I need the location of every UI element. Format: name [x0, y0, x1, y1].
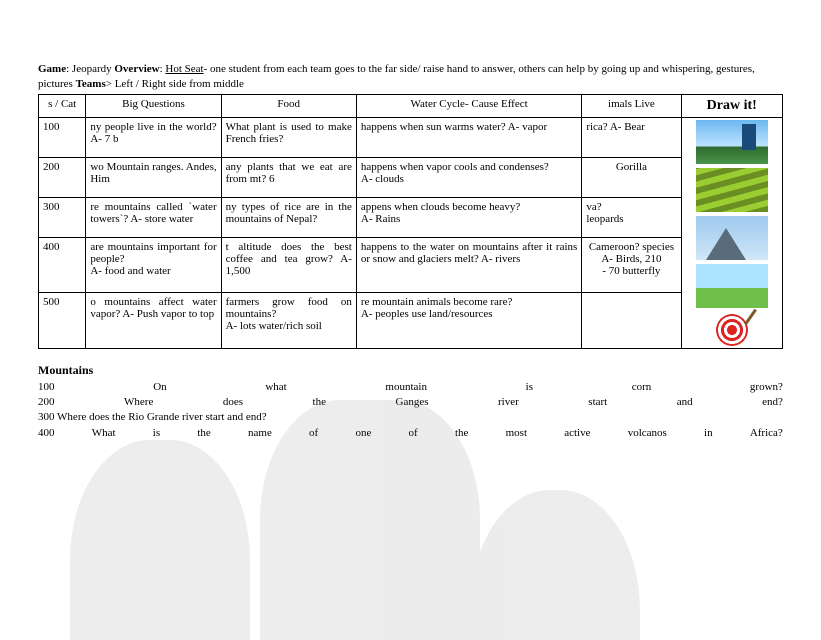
cell-water-cycle: appens when clouds become heavy? A- Rain…: [356, 197, 581, 237]
mountains-word: Where: [124, 395, 153, 410]
mountains-word: does: [223, 395, 243, 410]
mountains-word: grown?: [750, 380, 783, 395]
mountains-word: start: [588, 395, 607, 410]
mountains-word: of: [309, 426, 318, 441]
mountains-word: end?: [762, 395, 783, 410]
mountains-word: active: [564, 426, 590, 441]
header-big-questions: Big Questions: [86, 94, 221, 117]
header-water-cycle: Water Cycle- Cause Effect: [356, 94, 581, 117]
cell-points: 400: [39, 237, 86, 292]
mountains-section: Mountains 100Onwhatmountainiscorngrown? …: [38, 363, 783, 442]
cell-food: farmers grow food on mountains? A- lots …: [221, 293, 356, 349]
cell-draw-it: [681, 117, 782, 348]
mountains-line: 200 Where does the Ganges river start and end?: [38, 395, 783, 410]
mountains-word: of: [409, 426, 418, 441]
hotseat-label: Hot Seat: [165, 63, 203, 75]
mountains-word: is: [153, 426, 160, 441]
mountains-word: what: [265, 380, 286, 395]
draw-thumb-icon: [696, 264, 768, 308]
mountains-word: the: [197, 426, 210, 441]
mountains-word: one: [355, 426, 371, 441]
table-header-row: s / Cat Big Questions Food Water Cycle- …: [39, 94, 783, 117]
mountains-word: 400: [38, 426, 55, 441]
mountains-word: corn: [632, 380, 652, 395]
mountains-word: mountain: [385, 380, 427, 395]
mountains-word: volcanos: [628, 426, 667, 441]
cell-food: any plants that we eat are from mt? 6: [221, 157, 356, 197]
cell-animals: [582, 293, 681, 349]
cell-big-questions: are mountains important for people? A- f…: [86, 237, 221, 292]
cell-water-cycle: happens when vapor cools and condenses? …: [356, 157, 581, 197]
mountains-word: 200: [38, 395, 55, 410]
header-food: Food: [221, 94, 356, 117]
game-label: Game: [38, 63, 66, 75]
cell-big-questions: wo Mountain ranges. Andes, Him: [86, 157, 221, 197]
mountains-word: 100: [38, 380, 55, 395]
cell-animals: va? leopards: [582, 197, 681, 237]
mountains-line: 300 Where does the Rio Grande river star…: [38, 410, 783, 425]
table-row: 200 wo Mountain ranges. Andes, Him any p…: [39, 157, 783, 197]
cell-food: ny types of rice are in the mountains of…: [221, 197, 356, 237]
mountains-word: Africa?: [750, 426, 783, 441]
table-row: 300 re mountains called `water towers`? …: [39, 197, 783, 237]
draw-thumb-icon: [696, 120, 768, 164]
cell-points: 200: [39, 157, 86, 197]
teams-label: Teams: [76, 78, 106, 90]
header-points: s / Cat: [39, 94, 86, 117]
mountains-word: river: [498, 395, 519, 410]
mountains-word: On: [153, 380, 166, 395]
mountains-line: 400 What is the name of one of the most active volc…: [38, 426, 783, 441]
mountains-word: in: [704, 426, 713, 441]
mountains-line: 100 On what mountain is corn grown?: [38, 380, 783, 395]
mountains-word: the: [313, 395, 326, 410]
cell-points: 100: [39, 117, 86, 157]
table-row: 400 are mountains important for people? …: [39, 237, 783, 292]
mountains-word: and: [677, 395, 693, 410]
cell-points: 300: [39, 197, 86, 237]
mountains-word: name: [248, 426, 272, 441]
cell-big-questions: o mountains affect water vapor? A- Push …: [86, 293, 221, 349]
mountains-word: the: [455, 426, 468, 441]
target-icon: [716, 314, 748, 346]
mountains-word: most: [506, 426, 527, 441]
teams-value: > Left / Right side from middle: [106, 78, 244, 90]
cell-food: t altitude does the best coffee and tea …: [221, 237, 356, 292]
mountains-word: What: [92, 426, 116, 441]
cell-water-cycle: happens when sun warms water? A- vapor: [356, 117, 581, 157]
draw-thumb-icon: [696, 168, 768, 212]
cell-big-questions: re mountains called `water towers`? A- s…: [86, 197, 221, 237]
intro-text: Game: Jeopardy Overview: Hot Seat- one s…: [38, 62, 783, 92]
game-value: : Jeopardy: [66, 63, 114, 75]
header-animals-live: imals Live: [582, 94, 681, 117]
jeopardy-table: s / Cat Big Questions Food Water Cycle- …: [38, 94, 783, 349]
cell-animals: rica? A- Bear: [582, 117, 681, 157]
cell-water-cycle: happens to the water on mountains after …: [356, 237, 581, 292]
cell-water-cycle: re mountain animals become rare? A- peop…: [356, 293, 581, 349]
mountains-word: Ganges: [396, 395, 429, 410]
header-draw-it: Draw it!: [681, 94, 782, 117]
table-row: 500 o mountains affect water vapor? A- P…: [39, 293, 783, 349]
draw-thumb-icon: [696, 216, 768, 260]
cell-animals: Gorilla: [582, 157, 681, 197]
mountains-title: Mountains: [38, 363, 783, 378]
cell-points: 500: [39, 293, 86, 349]
overview-label: Overview: [114, 63, 159, 75]
table-row: 100 ny people live in the world? A- 7 b …: [39, 117, 783, 157]
cell-food: What plant is used to make French fries?: [221, 117, 356, 157]
cell-animals: Cameroon? species A- Birds, 210 - 70 but…: [582, 237, 681, 292]
mountains-word: is: [526, 380, 533, 395]
cell-big-questions: ny people live in the world? A- 7 b: [86, 117, 221, 157]
